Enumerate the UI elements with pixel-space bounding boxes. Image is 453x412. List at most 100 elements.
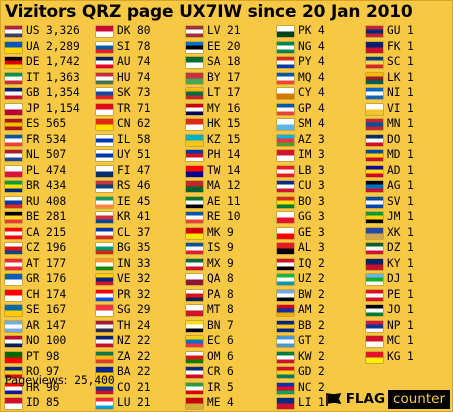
visitor-count: 21 <box>227 24 241 37</box>
visitor-count: 24 <box>137 318 151 332</box>
flag-dz-icon <box>366 243 383 254</box>
visitor-count: 2 <box>318 365 325 378</box>
visitor-count: 408 <box>46 194 67 208</box>
country-code: IS <box>207 241 221 254</box>
visitor-count: 474 <box>46 163 67 177</box>
country-code: KG <box>387 349 401 363</box>
visitor-count: 1 <box>407 179 414 192</box>
country-code: QA <box>207 272 221 285</box>
visitor-count: 565 <box>46 117 67 130</box>
flag-pk-icon <box>277 26 294 37</box>
flag-mx-icon <box>186 258 203 270</box>
country-code: JM <box>387 210 401 223</box>
country-code: NI <box>387 86 401 99</box>
flag-si-icon <box>96 41 113 53</box>
country-code: DJ <box>387 272 401 285</box>
country-code: AT <box>26 256 40 270</box>
flag-sg-icon <box>96 305 113 316</box>
visitor-count: 1 <box>407 70 414 84</box>
flag-be-icon <box>5 212 22 223</box>
flag-ro-icon <box>5 367 22 378</box>
visitor-count: 80 <box>137 24 151 37</box>
flag-do-icon <box>366 134 383 146</box>
visitor-count: 4 <box>318 70 325 84</box>
flag-hr-icon <box>5 382 22 394</box>
flag-it-icon <box>5 72 22 84</box>
visitor-count: 29 <box>137 303 151 316</box>
flag-md-icon <box>366 150 383 161</box>
visitor-count: 3 <box>318 210 325 223</box>
country-code: JP <box>26 101 40 115</box>
flag-counter-brand-link[interactable]: FLAG counter <box>323 390 450 409</box>
country-code: SI <box>117 39 131 53</box>
country-code: PA <box>207 287 221 301</box>
country-code: AG <box>387 179 401 192</box>
country-code: DK <box>117 24 131 37</box>
country-code: AZ <box>298 132 312 146</box>
visitor-count: 434 <box>46 179 67 192</box>
country-code: FK <box>387 39 401 53</box>
country-code: PT <box>26 349 40 363</box>
country-code: MT <box>207 303 221 316</box>
visitor-count: 2 <box>318 287 325 301</box>
country-code: ZA <box>117 349 131 363</box>
visitor-count: 37 <box>137 225 151 239</box>
visitor-count: 4 <box>318 86 325 99</box>
country-code: BO <box>298 194 312 208</box>
country-code: PY <box>298 55 312 68</box>
country-code: SK <box>117 86 131 99</box>
country-code: MY <box>207 101 221 115</box>
visitor-count: 176 <box>46 272 67 285</box>
country-code: CA <box>26 225 40 239</box>
visitor-count: 1 <box>407 334 414 347</box>
flag-ma-icon <box>186 181 203 192</box>
country-code: UY <box>117 148 131 161</box>
country-code: MC <box>387 334 401 347</box>
flag-ph-icon <box>186 150 203 161</box>
country-code: VE <box>117 272 131 285</box>
flag-id-icon <box>5 398 22 409</box>
visitor-count: 177 <box>46 256 67 270</box>
country-code: IN <box>117 256 131 270</box>
country-code: BA <box>117 365 131 378</box>
visitor-count: 3 <box>318 194 325 208</box>
visitor-count: 74 <box>137 70 151 84</box>
country-code: TW <box>207 163 221 177</box>
country-code: FR <box>26 132 40 146</box>
flag-jm-icon <box>366 212 383 223</box>
visitor-count: 4 <box>318 24 325 37</box>
country-code: IR <box>207 380 221 394</box>
country-code: LT <box>207 86 221 99</box>
flag-ng-icon <box>277 41 294 53</box>
country-code: BN <box>207 318 221 332</box>
country-code: GG <box>298 210 312 223</box>
country-code: VI <box>387 101 401 115</box>
country-code: PR <box>117 287 131 301</box>
visitor-count: 62 <box>137 117 151 130</box>
country-code: SC <box>387 55 401 68</box>
visitor-count: 100 <box>46 334 67 347</box>
visitor-count: 6 <box>227 365 234 378</box>
country-code: DZ <box>387 241 401 254</box>
visitor-count: 8 <box>227 287 234 301</box>
visitor-count: 45 <box>137 194 151 208</box>
flag-lu-icon <box>96 398 113 409</box>
visitor-count: 2 <box>318 334 325 347</box>
country-code: BY <box>207 70 221 84</box>
country-code: NP <box>387 318 401 332</box>
flag-dj-icon <box>366 274 383 285</box>
country-code: HU <box>117 70 131 84</box>
visitor-count: 33 <box>137 256 151 270</box>
flag-gt-icon <box>277 336 294 347</box>
country-code: MX <box>207 256 221 270</box>
visitor-count: 14 <box>227 148 241 161</box>
visitor-count: 32 <box>137 287 151 301</box>
country-code: NL <box>26 148 40 161</box>
flag-vi-icon <box>366 103 383 115</box>
country-code: KY <box>387 256 401 270</box>
flag-es-icon <box>5 119 22 130</box>
flag-fk-icon <box>366 41 383 53</box>
flag-se-icon <box>5 305 22 316</box>
visitor-count: 1 <box>407 303 414 316</box>
